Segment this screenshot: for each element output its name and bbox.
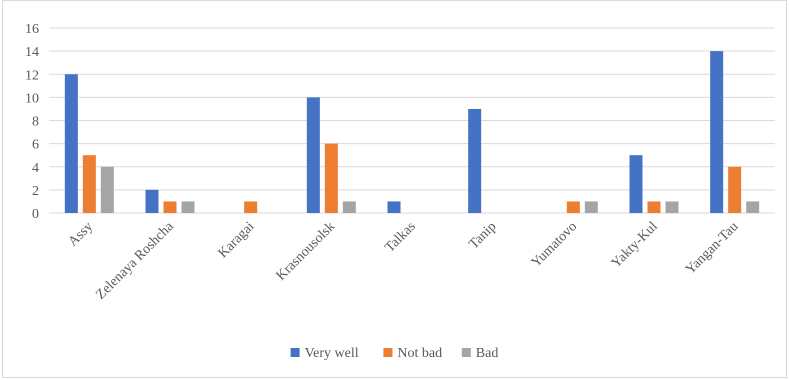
bar-not-bad (325, 144, 338, 213)
x-category-label: Yakty-Kul (609, 219, 661, 271)
bar-not-bad (244, 201, 257, 213)
bar-very-well (388, 201, 401, 213)
bar-very-well (630, 155, 643, 213)
y-tick-label: 8 (32, 115, 39, 130)
legend-swatch (291, 348, 300, 357)
bar-very-well (65, 74, 78, 213)
bar-very-well (146, 190, 159, 213)
y-tick-label: 2 (32, 184, 39, 199)
legend-swatch (383, 348, 392, 357)
bar-bad (666, 201, 679, 213)
y-tick-label: 12 (25, 68, 39, 83)
bar-not-bad (164, 201, 177, 213)
bar-not-bad (728, 167, 741, 213)
y-tick-label: 16 (25, 22, 39, 37)
bar-bad (746, 201, 759, 213)
x-category-label: Karagai (216, 219, 258, 261)
x-category-label: Yangan-Tau (683, 219, 741, 277)
x-category-label: Zelenaya Roshcha (93, 219, 177, 303)
legend-label: Bad (476, 346, 499, 361)
x-category-label: Yumatovo (529, 219, 580, 270)
y-tick-label: 6 (32, 138, 39, 153)
bar-very-well (307, 97, 320, 213)
y-tick-label: 14 (25, 45, 39, 60)
bar-very-well (468, 109, 481, 213)
x-category-label: Tanip (466, 219, 499, 252)
y-tick-label: 10 (25, 91, 39, 106)
legend-label: Not bad (397, 346, 442, 361)
legend-label: Very well (305, 346, 359, 361)
bar-not-bad (648, 201, 661, 213)
x-category-label: Assy (66, 219, 96, 249)
bar-bad (182, 201, 195, 213)
bar-bad (343, 201, 356, 213)
bar-not-bad (567, 201, 580, 213)
y-tick-label: 0 (32, 207, 39, 222)
y-tick-label: 4 (32, 161, 39, 176)
bar-very-well (710, 51, 723, 213)
x-category-label: Talkas (383, 219, 419, 255)
bar-bad (585, 201, 598, 213)
bar-not-bad (83, 155, 96, 213)
x-category-label: Krasnousolsk (274, 219, 339, 284)
bar-bad (101, 167, 114, 213)
legend-swatch (462, 348, 471, 357)
